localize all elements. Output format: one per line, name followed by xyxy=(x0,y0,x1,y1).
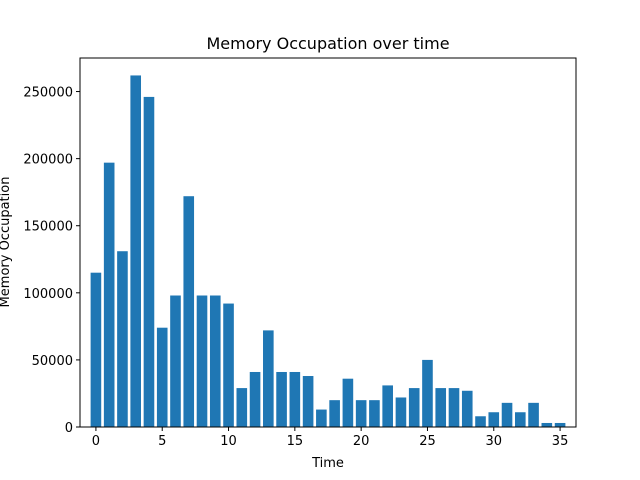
bar-27 xyxy=(448,388,460,427)
y-tick-label: 0 xyxy=(65,421,73,436)
bar-30 xyxy=(488,412,500,427)
bar-12 xyxy=(249,371,261,427)
y-tick-label: 50000 xyxy=(32,354,73,369)
bar-22 xyxy=(382,385,393,427)
x-tick-label: 25 xyxy=(419,434,436,449)
x-tick-label: 20 xyxy=(353,434,370,449)
plot-frame xyxy=(79,57,577,428)
bar-11 xyxy=(236,388,248,427)
bar-17 xyxy=(316,409,327,427)
bar-1 xyxy=(103,162,115,428)
x-axis-ticks: 0 5 10 15 20 25 30 35 xyxy=(92,427,569,449)
x-tick-label: 10 xyxy=(220,434,237,449)
y-tick-label: 150000 xyxy=(23,220,73,235)
x-tick-label: 35 xyxy=(552,434,569,449)
y-tick-label: 200000 xyxy=(23,153,73,168)
bar-2 xyxy=(117,251,128,427)
bar-23 xyxy=(395,397,407,427)
y-axis-ticks: 0 50000 100000 150000 200000 250000 xyxy=(23,86,80,436)
bar-14 xyxy=(276,371,287,427)
bar-0 xyxy=(90,272,102,427)
y-axis-label: Memory Occupation xyxy=(0,177,13,308)
bar-24 xyxy=(408,388,420,427)
y-tick-label: 250000 xyxy=(23,86,73,101)
bar-15 xyxy=(289,371,301,427)
x-tick-label: 30 xyxy=(486,434,503,449)
chart-title: Memory Occupation over time xyxy=(206,34,449,53)
bar-34 xyxy=(541,422,553,427)
bar-25 xyxy=(422,359,433,427)
bar-21 xyxy=(369,400,380,427)
bar-18 xyxy=(329,400,340,427)
bar-10 xyxy=(223,303,234,427)
bar-8 xyxy=(196,295,208,427)
bar-3 xyxy=(130,75,142,427)
x-axis-label: Time xyxy=(311,456,344,471)
bar-32 xyxy=(514,412,526,427)
bar-7 xyxy=(183,196,195,427)
bar-9 xyxy=(209,295,221,427)
bar-20 xyxy=(355,400,367,427)
bar-19 xyxy=(342,378,354,427)
x-tick-label: 0 xyxy=(92,434,100,449)
bar-35 xyxy=(554,422,566,427)
bar-28 xyxy=(461,390,473,427)
bar-5 xyxy=(156,327,168,427)
y-tick-label: 100000 xyxy=(23,287,73,302)
bar-16 xyxy=(302,376,314,427)
x-tick-label: 15 xyxy=(287,434,304,449)
bar-31 xyxy=(501,402,513,427)
bar-29 xyxy=(475,416,486,427)
bar-4 xyxy=(143,96,155,428)
x-tick-label: 5 xyxy=(158,434,166,449)
bar-13 xyxy=(263,330,274,427)
bar-33 xyxy=(528,402,539,427)
bars-group xyxy=(90,75,566,428)
bar-6 xyxy=(170,295,181,427)
bar-26 xyxy=(435,388,447,427)
